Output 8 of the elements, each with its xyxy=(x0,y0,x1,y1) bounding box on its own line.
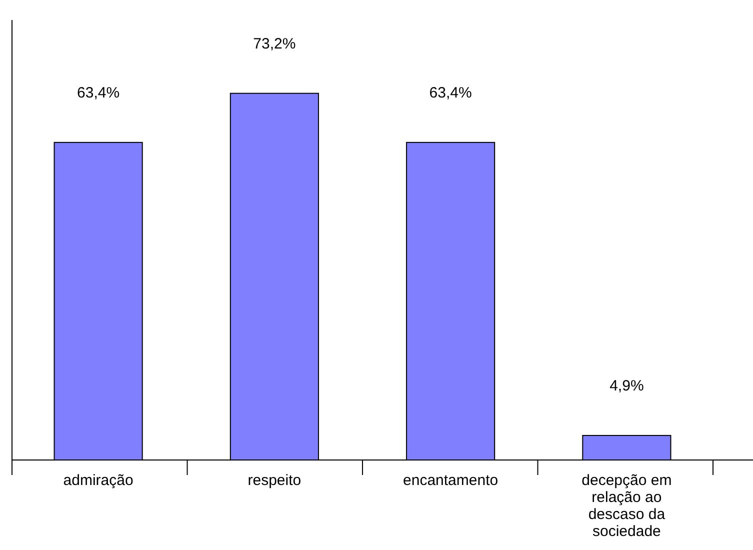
data-label: 4,9% xyxy=(610,377,644,394)
x-tick-label: decepção em relação ao descaso da sociedade xyxy=(582,472,672,540)
data-label: 63,4% xyxy=(429,84,472,102)
x-tick-label: respeito xyxy=(248,472,302,489)
x-tick-label: admiração xyxy=(63,472,134,489)
data-label: 73,2% xyxy=(253,35,296,52)
x-tick-label: encantamento xyxy=(403,472,498,489)
data-label: 63,4% xyxy=(77,84,120,102)
